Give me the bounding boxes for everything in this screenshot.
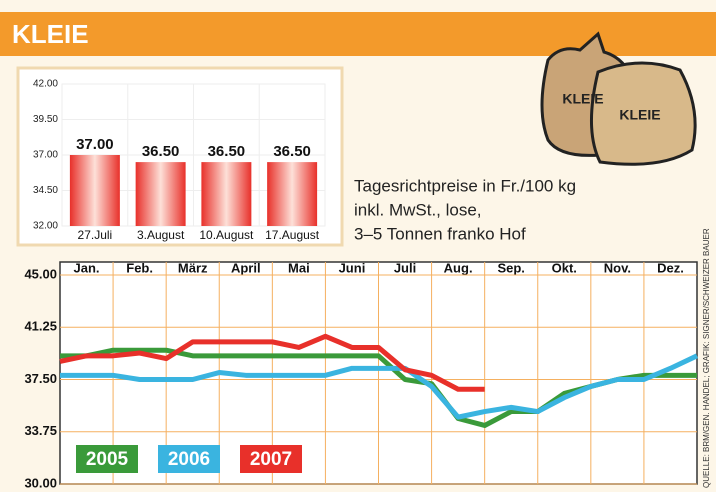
sacks-illustration: KLEIE KLEIE (540, 31, 697, 166)
sack-label: KLEIE (562, 91, 603, 107)
x-tick-label: 17.August (265, 228, 320, 242)
month-label: März (178, 260, 208, 275)
x-tick-label: 3.August (137, 228, 185, 242)
month-label: Mai (288, 260, 310, 275)
header-bar (0, 12, 716, 56)
line-series (59, 333, 485, 392)
value-label: 37.00 (76, 136, 114, 153)
legend-label: 2005 (86, 449, 129, 470)
y-tick-label: 39.50 (33, 114, 58, 125)
note-line: inkl. MwSt., lose, (354, 200, 482, 219)
y-tick-label: 37.50 (24, 371, 57, 386)
note-line: 3–5 Tonnen franko Hof (354, 224, 526, 243)
legend-swatch (76, 445, 138, 473)
bar (267, 162, 318, 226)
y-tick-label: 33.75 (24, 423, 57, 438)
legend-label: 2007 (250, 449, 292, 470)
header-title: KLEIE (12, 19, 89, 49)
bar (135, 162, 186, 226)
month-label: Jan. (74, 260, 100, 275)
sack-label: KLEIE (619, 107, 660, 123)
y-tick-label: 34.50 (33, 185, 58, 196)
month-label: Juli (394, 260, 416, 275)
legend-label: 2006 (168, 449, 210, 470)
month-label: Okt. (552, 260, 577, 275)
sack (590, 61, 697, 166)
y-tick-label: 37.00 (33, 150, 58, 161)
month-label: Dez. (657, 260, 684, 275)
note-line: Tagesrichtpreise in Fr./100 kg (354, 176, 576, 195)
legend-swatch (158, 445, 220, 473)
legend-swatch (240, 445, 302, 473)
month-label: Juni (339, 260, 366, 275)
y-tick-label: 41.25 (24, 319, 57, 334)
month-label: Nov. (604, 260, 631, 275)
y-tick-label: 30.00 (24, 475, 57, 490)
month-label: Feb. (126, 260, 153, 275)
value-label: 36.50 (208, 143, 246, 160)
month-label: Aug. (444, 260, 473, 275)
value-label: 36.50 (273, 143, 311, 160)
bar (69, 155, 120, 226)
line-series (60, 353, 699, 420)
bar (201, 162, 252, 226)
x-tick-label: 10.August (199, 228, 254, 242)
y-tick-label: 45.00 (24, 266, 57, 281)
y-tick-label: 32.00 (33, 221, 58, 232)
x-tick-label: 27.Juli (78, 228, 113, 242)
value-label: 36.50 (142, 143, 180, 160)
y-tick-label: 42.00 (33, 79, 58, 90)
month-label: Sep. (497, 260, 524, 275)
source: QUELLE: BRM/GEN. HANDEL; GRAFIK: SIGNER/… (702, 228, 711, 488)
month-label: April (231, 260, 261, 275)
